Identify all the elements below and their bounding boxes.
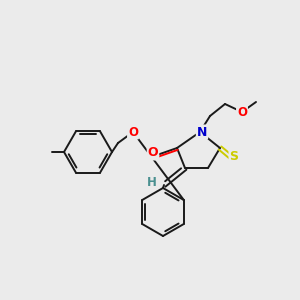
- Text: O: O: [128, 125, 138, 139]
- Text: S: S: [230, 149, 238, 163]
- Text: O: O: [148, 146, 158, 160]
- Text: O: O: [237, 106, 247, 118]
- Text: H: H: [147, 176, 157, 188]
- Text: N: N: [197, 125, 207, 139]
